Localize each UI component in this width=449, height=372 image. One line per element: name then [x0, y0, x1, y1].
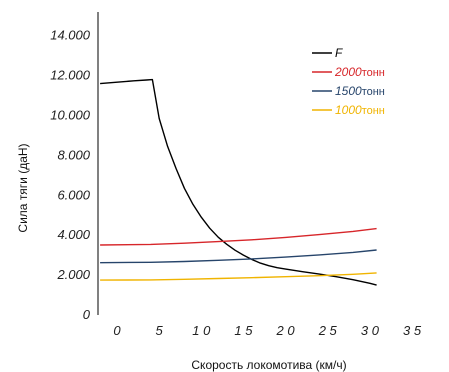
x-tick-label: 3 0 — [361, 323, 380, 338]
legend: F 2000тонн 1500тонн 1000тонн — [312, 46, 385, 117]
x-tick-label: 3 5 — [403, 323, 422, 338]
legend-entry: 2000тонн — [334, 65, 385, 79]
x-tick-label: 5 — [156, 323, 164, 338]
x-tick-label: 2 5 — [318, 323, 338, 338]
y-tick-label: 12.000 — [50, 68, 91, 83]
x-tick-label: 0 — [113, 323, 121, 338]
y-tick-label: 10.000 — [50, 108, 91, 123]
series-lines — [100, 78, 377, 286]
x-tick-label: 2 0 — [276, 323, 296, 338]
legend-entry: 1500тонн — [335, 84, 385, 98]
series-line-1500 — [100, 249, 377, 264]
x-tick-label: 1 5 — [234, 323, 253, 338]
series-line-F — [100, 78, 377, 286]
y-tick-label: 14.000 — [50, 28, 91, 43]
y-tick-label: 6.000 — [57, 187, 90, 202]
y-tick-label: 8.000 — [57, 147, 90, 162]
x-axis-title: Скорость локомотива (км/ч) — [191, 358, 346, 372]
legend-entry: 1000тонн — [335, 103, 385, 117]
series-line-1000 — [100, 272, 377, 281]
series-line-2000 — [100, 227, 377, 246]
y-tick-label: 4.000 — [57, 227, 90, 242]
y-tick-label: 2.000 — [56, 267, 90, 282]
y-axis-title: Сила тяги (даН) — [16, 143, 30, 232]
y-tick-label: 0 — [83, 307, 91, 322]
y-axis-ticks: 0 2.000 4.000 6.000 8.000 10.000 12.000 14.000 — [50, 28, 91, 322]
x-tick-label: 1 0 — [192, 323, 211, 338]
legend-entry: F — [335, 46, 343, 60]
x-axis-ticks: 0 5 1 0 1 5 2 0 2 5 3 0 3 5 — [113, 323, 421, 338]
